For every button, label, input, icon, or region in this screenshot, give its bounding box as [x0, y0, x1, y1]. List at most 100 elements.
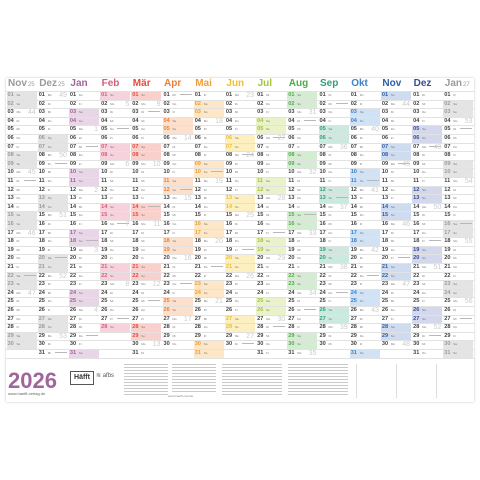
week-number: 18: [215, 117, 223, 125]
day-number: 20: [7, 255, 14, 262]
day-number: 03: [101, 109, 108, 116]
day-cell: 17 So: [443, 228, 474, 238]
day-number: 25: [444, 298, 451, 305]
day-number: 08: [69, 152, 77, 159]
day-cell: 23 Di: [38, 280, 68, 289]
month-label: Jul: [257, 78, 273, 89]
day-number: 06: [101, 135, 108, 141]
day-number: 03: [132, 109, 139, 116]
day-number: 25: [257, 298, 264, 305]
day-number: 03: [7, 109, 14, 116]
day-number: 26: [413, 307, 420, 313]
weekday-label: Do: [453, 144, 458, 149]
weekday-label: Mo: [172, 256, 177, 261]
day-cell: 05 Mi: [7, 125, 37, 134]
day-cell: 09 Do: [256, 160, 286, 169]
day-cell: 01 Mo 23: [225, 91, 255, 100]
day-number: 28: [69, 324, 77, 331]
weekday-label: Di: [453, 127, 457, 132]
day-number: 07: [132, 143, 139, 150]
day-number: 21: [350, 264, 357, 270]
day-number: 27: [257, 315, 264, 322]
day-cell: 07 Mi: [350, 143, 380, 152]
day-cell: 28 So: [224, 323, 256, 333]
day-cell: 24 Mi: [225, 289, 255, 298]
weekday-label: Fr: [297, 325, 301, 330]
day-cell: 07 Sa: [100, 142, 131, 152]
week-number: 35: [308, 350, 317, 357]
week-number: 40: [371, 126, 379, 134]
day-cell: 13 Mo 15: [163, 194, 193, 203]
weekday-label: Do: [16, 316, 21, 321]
day-cell: 25 Do: [38, 297, 68, 306]
day-number: 29: [444, 332, 451, 339]
day-number: 28: [163, 324, 170, 331]
day-number: 07: [319, 143, 326, 150]
day-cell: 05 Di: [443, 125, 473, 134]
week-number: 23: [246, 92, 255, 99]
day-cell: 27 Di: [350, 315, 380, 324]
day-cell: 19 Mo 42: [350, 246, 380, 255]
day-cell: 15 Di: [412, 211, 442, 220]
day-number: 15: [413, 212, 420, 219]
day-number: 16: [288, 221, 295, 227]
day-number: 04: [7, 117, 14, 124]
day-cell: 16 Fr: [350, 220, 380, 229]
day-cell: 22 Di: [319, 272, 349, 281]
day-cell: 30 Mo 13: [131, 340, 161, 349]
week-number: 33: [308, 229, 317, 237]
day-number: 05: [225, 126, 233, 133]
day-cell: 17 Di: [131, 229, 161, 238]
week-number: 37: [339, 203, 348, 211]
day-number: 10: [288, 169, 295, 176]
weekday-label: Mi: [141, 179, 145, 183]
row-separator: [6, 314, 474, 316]
row-separator: [6, 151, 474, 153]
weekday-label: Do: [453, 265, 458, 269]
day-cell: 02 Mo 5: [100, 100, 130, 109]
day-number: 13: [350, 195, 357, 202]
month-label: Nov: [382, 78, 402, 89]
event-note: [117, 223, 130, 224]
day-cell: 27 Fr: [131, 315, 161, 324]
day-number: 07: [225, 143, 233, 150]
day-cell: 09 Do: [163, 160, 193, 169]
day-cell: 23 Mi: [412, 280, 442, 289]
week-number: 52: [433, 324, 442, 332]
day-number: 27: [69, 315, 77, 322]
day-cell: 01 Di: [319, 91, 349, 100]
day-cell: 11 Do: [225, 177, 255, 186]
row-separator: [6, 125, 474, 127]
day-number: 18: [225, 238, 233, 245]
day-number: 17: [7, 229, 14, 236]
day-number: 29: [350, 332, 357, 339]
weekday-label: Di: [266, 265, 269, 269]
month-header: Nov: [382, 78, 411, 92]
day-cell: 24 So: [193, 288, 224, 298]
weekday-label: Sa: [172, 299, 177, 304]
day-number: 13: [7, 195, 14, 202]
weekday-label: Do: [234, 118, 239, 123]
day-number: 05: [132, 126, 139, 133]
weekday-label: Mi: [234, 290, 239, 295]
day-cell: 14 Sa: [380, 202, 412, 212]
brand-logo: Häfft: [70, 371, 94, 385]
weekday-label: Sa: [359, 351, 364, 355]
week-number: 45: [27, 169, 36, 177]
day-cell: 08 Di: [412, 151, 442, 160]
weekday-label: Fr: [110, 256, 113, 261]
day-number: 17: [257, 229, 264, 236]
day-cell: 08 Fr: [443, 151, 473, 160]
day-number: 10: [319, 169, 326, 176]
weekday-label: So: [78, 299, 83, 304]
day-number: 16: [194, 221, 201, 227]
day-number: 02: [288, 100, 295, 107]
day-number: 12: [163, 186, 170, 193]
weekday-label: Di: [359, 256, 363, 261]
weekday-label: Fr: [16, 325, 20, 330]
day-number: 24: [381, 289, 389, 296]
day-number: 17: [381, 229, 389, 236]
weekday-label: Do: [203, 144, 208, 149]
event-note: [273, 137, 286, 138]
weekday-label: Do: [422, 351, 426, 355]
